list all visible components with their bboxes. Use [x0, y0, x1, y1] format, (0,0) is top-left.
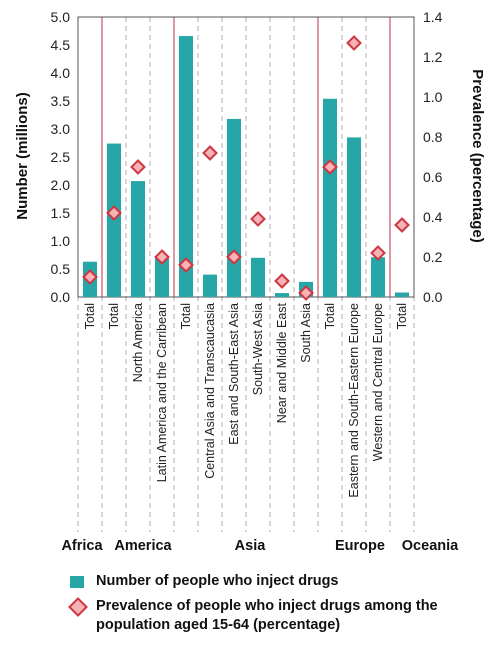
prevalence-marker [106, 205, 122, 221]
bar [251, 257, 265, 297]
category-label: Total [107, 303, 121, 329]
prevalence-marker [346, 35, 362, 51]
legend-item-prevalence: Prevalence of people who inject drugs am… [68, 597, 480, 635]
y-tick-label: 3.0 [51, 121, 71, 137]
category-label: Western and Central Europe [371, 303, 385, 461]
bar [203, 274, 217, 297]
y-tick-label: 4.0 [51, 65, 71, 81]
prevalence-marker [82, 269, 98, 285]
category-label: Eastern and South-Eastern Europe [347, 303, 361, 498]
y-tick-label: 2.5 [51, 149, 71, 165]
region-label: Africa [61, 538, 103, 554]
y-tick-label: 1.0 [51, 233, 71, 249]
prevalence-marker [298, 285, 314, 301]
prevalence-marker [370, 245, 386, 261]
legend-label-prevalence: Prevalence of people who inject drugs am… [96, 598, 438, 633]
category-label: Total [179, 303, 193, 329]
plot-border [77, 16, 415, 298]
prevalence-marker [202, 145, 218, 161]
y-tick-label: 2.0 [51, 177, 71, 193]
y2-tick-label: 0.0 [423, 289, 443, 305]
legend-label-number: Number of people who inject drugs [96, 573, 339, 589]
category-label: Latin America and the Carribean [155, 303, 169, 482]
prevalence-marker [250, 211, 266, 227]
bar [131, 181, 145, 297]
category-label: East and South-East Asia [227, 303, 241, 445]
y2-tick-label: 0.2 [423, 249, 443, 265]
legend-item-number: Number of people who inject drugs [70, 572, 480, 592]
category-label: Total [395, 303, 409, 329]
prevalence-markers [82, 35, 410, 301]
y2-tick-label: 0.4 [423, 209, 443, 225]
bar [395, 292, 409, 297]
bar [275, 293, 289, 297]
y-tick-label: 0.5 [51, 261, 71, 277]
region-label: Asia [235, 538, 267, 554]
bar [347, 137, 361, 297]
region-labels: Africa America Asia Europe Oceania [61, 538, 459, 554]
y2-tick-label: 1.2 [423, 49, 443, 65]
y2-tick-label: 0.6 [423, 169, 443, 185]
prevalence-marker [226, 249, 242, 265]
prevalence-marker [274, 273, 290, 289]
y-tick-label: 3.5 [51, 93, 71, 109]
legend-bar-swatch [70, 572, 96, 592]
region-label: Oceania [402, 538, 459, 554]
bar [323, 98, 337, 297]
legend: Number of people who inject drugs Preval… [68, 572, 480, 640]
category-label: Total [83, 303, 97, 329]
y-tick-label: 1.5 [51, 205, 71, 221]
bar [179, 36, 193, 297]
category-label: Near and Middle East [275, 302, 289, 423]
category-label: Total [323, 303, 337, 329]
y2-axis-title: Prevalence (percentage) [469, 69, 486, 242]
prevalence-marker [130, 159, 146, 175]
plot-frame [77, 16, 415, 532]
category-label: North America [131, 303, 145, 382]
bars [83, 36, 409, 297]
bar [371, 257, 385, 297]
prevalence-marker [394, 217, 410, 233]
category-label: Central Asia and Transcaucasia [203, 303, 217, 479]
y-tick-label: 0.0 [51, 289, 71, 305]
category-label: South Asia [299, 303, 313, 363]
bar [227, 118, 241, 297]
y2-tick-label: 1.4 [423, 9, 443, 25]
prevalence-marker [154, 249, 170, 265]
y-tick-label: 4.5 [51, 37, 71, 53]
bar [155, 258, 169, 297]
region-label: America [114, 538, 172, 554]
axis-ticks: 0.0 0.5 1.0 1.5 2.0 2.5 3.0 3.5 4.0 4.5 5.0 0.0 0.2 0… [51, 9, 443, 305]
region-label: Europe [335, 538, 385, 554]
y2-tick-label: 0.8 [423, 129, 443, 145]
y-axis-title: Number (millions) [14, 92, 31, 220]
y2-tick-label: 1.0 [423, 89, 443, 105]
category-labels: Total Total North America Latin America and… [83, 302, 409, 497]
prevalence-marker [178, 257, 194, 273]
y-tick-label: 5.0 [51, 9, 71, 25]
legend-diamond-swatch [68, 597, 96, 617]
category-label: South-West Asia [251, 303, 265, 395]
prevalence-marker [322, 159, 338, 175]
